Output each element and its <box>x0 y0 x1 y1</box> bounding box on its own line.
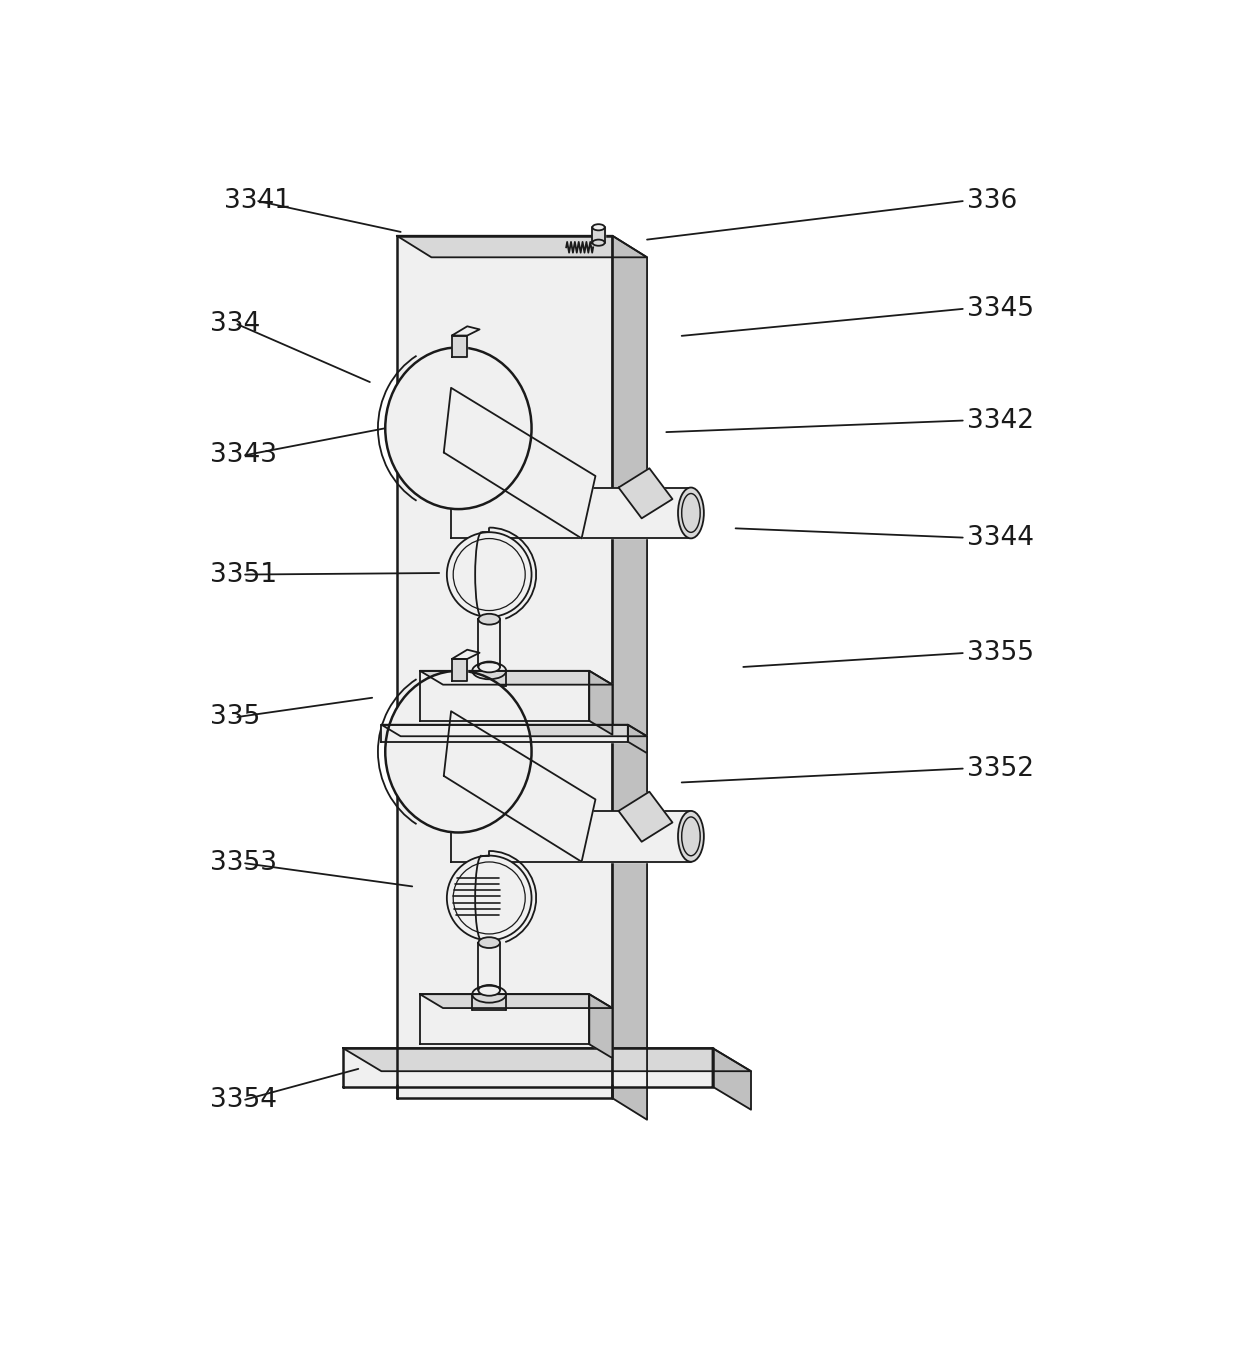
Polygon shape <box>420 671 613 684</box>
Polygon shape <box>343 1049 751 1072</box>
Polygon shape <box>713 1049 751 1110</box>
Polygon shape <box>451 659 467 680</box>
Text: 3343: 3343 <box>211 442 278 469</box>
Polygon shape <box>619 469 672 519</box>
Polygon shape <box>589 671 613 734</box>
Ellipse shape <box>479 661 500 672</box>
Text: 3344: 3344 <box>967 524 1034 550</box>
Ellipse shape <box>593 240 605 245</box>
Polygon shape <box>627 725 647 753</box>
Polygon shape <box>450 488 691 538</box>
Polygon shape <box>382 725 647 736</box>
Polygon shape <box>397 236 613 1098</box>
Ellipse shape <box>446 533 532 617</box>
Polygon shape <box>420 671 589 721</box>
Text: 334: 334 <box>211 312 260 337</box>
Text: 336: 336 <box>967 188 1017 214</box>
Ellipse shape <box>479 938 500 948</box>
Ellipse shape <box>678 810 704 862</box>
Polygon shape <box>613 236 647 1119</box>
Polygon shape <box>479 619 500 667</box>
Polygon shape <box>619 791 672 841</box>
Text: 3352: 3352 <box>967 756 1034 782</box>
Ellipse shape <box>593 224 605 230</box>
Text: 3345: 3345 <box>967 295 1034 322</box>
Ellipse shape <box>479 985 500 996</box>
Polygon shape <box>397 236 647 257</box>
Text: 3354: 3354 <box>211 1087 278 1112</box>
Polygon shape <box>451 336 467 358</box>
Text: 3351: 3351 <box>211 561 278 588</box>
Polygon shape <box>444 388 595 538</box>
Text: 3353: 3353 <box>211 851 278 877</box>
Ellipse shape <box>678 488 704 538</box>
Polygon shape <box>343 1049 713 1087</box>
Polygon shape <box>382 725 627 741</box>
Ellipse shape <box>386 671 532 832</box>
Polygon shape <box>479 943 500 991</box>
Polygon shape <box>444 711 595 862</box>
Polygon shape <box>451 649 480 659</box>
Polygon shape <box>420 995 589 1045</box>
Ellipse shape <box>386 347 532 509</box>
Text: 335: 335 <box>211 705 260 730</box>
Text: 3342: 3342 <box>967 408 1034 434</box>
Polygon shape <box>593 228 605 243</box>
Polygon shape <box>450 810 691 862</box>
Ellipse shape <box>479 614 500 625</box>
Polygon shape <box>420 995 613 1008</box>
Polygon shape <box>589 995 613 1058</box>
Ellipse shape <box>446 855 532 940</box>
Text: 3355: 3355 <box>967 640 1034 667</box>
Text: 3341: 3341 <box>223 188 290 214</box>
Polygon shape <box>451 327 480 336</box>
